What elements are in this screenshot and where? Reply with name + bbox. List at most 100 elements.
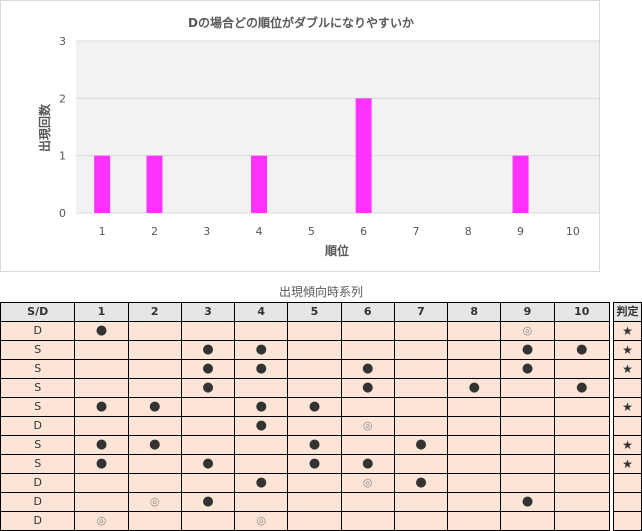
rank-cell xyxy=(127,473,182,493)
judge-row: ★ xyxy=(613,397,642,417)
x-tick-label: 8 xyxy=(465,225,472,238)
rank-cell: ◎ xyxy=(340,416,395,436)
judge-cell: ★ xyxy=(613,321,642,341)
table-row: S ● ● ● ● xyxy=(0,435,611,455)
rank-cell xyxy=(500,473,555,493)
rank-cell: ◎ xyxy=(74,511,129,531)
chart-title: Dの場合どの順位がダブルになりやすいか xyxy=(188,15,414,30)
judge-row xyxy=(613,492,642,512)
trend-table: S/D 1 2 3 4 5 6 7 8 9 10 D ● ◎ S ● ● ● ● S ● ● ● ● S ● ● ● ● S ● ● ● ● D ●… xyxy=(0,302,611,531)
rank-cell xyxy=(127,454,182,474)
judge-row: ★ xyxy=(613,321,642,341)
rank-cell: ◎ xyxy=(500,321,555,341)
rank-cell xyxy=(500,435,555,455)
rank-column-header: 8 xyxy=(447,302,502,322)
table-row: S ● ● ● ● xyxy=(0,397,611,417)
table-row: D ◎ ● ● xyxy=(0,492,611,512)
rank-cell: ● xyxy=(234,340,289,360)
rank-cell: ● xyxy=(393,435,449,455)
judge-row xyxy=(613,416,642,436)
sd-type-cell: S xyxy=(0,340,76,360)
rank-cell xyxy=(127,340,182,360)
rank-cell xyxy=(393,321,449,341)
rank-cell xyxy=(500,397,555,417)
rank-cell xyxy=(393,378,449,398)
rank-cell xyxy=(447,492,502,512)
rank-cell xyxy=(287,416,342,436)
y-tick-label: 1 xyxy=(59,150,66,163)
judge-row xyxy=(613,473,642,493)
x-tick-label: 3 xyxy=(203,225,210,238)
bar xyxy=(146,155,163,213)
rank-cell xyxy=(287,511,342,531)
rank-cell xyxy=(180,435,236,455)
rank-cell xyxy=(500,378,555,398)
rank-cell xyxy=(553,435,611,455)
judge-cell: ★ xyxy=(613,359,642,379)
rank-column-header: 7 xyxy=(393,302,449,322)
rank-cell xyxy=(393,397,449,417)
rank-cell xyxy=(393,340,449,360)
rank-cell xyxy=(287,492,342,512)
rank-cell xyxy=(287,321,342,341)
rank-column-header: 5 xyxy=(287,302,342,322)
rank-cell: ● xyxy=(287,435,342,455)
rank-cell xyxy=(74,492,129,512)
rank-cell: ◎ xyxy=(340,473,395,493)
rank-cell: ● xyxy=(127,397,182,417)
rank-cell xyxy=(340,511,395,531)
rank-column-header: 1 xyxy=(74,302,129,322)
rank-cell xyxy=(553,473,611,493)
rank-cell xyxy=(234,321,289,341)
rank-cell: ● xyxy=(74,321,129,341)
rank-cell xyxy=(340,397,395,417)
judge-cell xyxy=(613,492,642,512)
rank-cell xyxy=(393,492,449,512)
table-row: S ● ● ● ● xyxy=(0,359,611,379)
x-tick-label: 10 xyxy=(566,225,580,238)
table-caption: 出現傾向時系列 xyxy=(278,285,363,299)
rank-cell xyxy=(74,340,129,360)
judge-cell: ★ xyxy=(613,340,642,360)
rank-cell xyxy=(287,340,342,360)
sd-type-cell: S xyxy=(0,435,76,455)
table-row: D ● ◎ xyxy=(0,416,611,436)
judge-header: 判定 xyxy=(613,302,642,322)
judge-cell xyxy=(613,473,642,493)
rank-cell xyxy=(180,416,236,436)
rank-cell: ● xyxy=(180,378,236,398)
rank-cell xyxy=(393,416,449,436)
rank-cell xyxy=(447,473,502,493)
sd-type-cell: S xyxy=(0,454,76,474)
x-tick-label: 4 xyxy=(256,225,263,238)
rank-cell: ● xyxy=(180,359,236,379)
rank-cell xyxy=(74,416,129,436)
y-tick-label: 0 xyxy=(59,207,66,220)
rank-cell xyxy=(234,492,289,512)
rank-cell xyxy=(340,340,395,360)
rank-cell xyxy=(500,416,555,436)
rank-cell xyxy=(393,359,449,379)
table-row: S ● ● ● ● xyxy=(0,378,611,398)
table-row: D ● ◎ ● xyxy=(0,473,611,493)
rank-cell: ● xyxy=(340,359,395,379)
x-axis-label: 順位 xyxy=(324,243,349,258)
rank-column-header: 9 xyxy=(500,302,555,322)
rank-cell xyxy=(393,454,449,474)
table-row: S ● ● ● ● xyxy=(0,454,611,474)
judge-row: ★ xyxy=(613,454,642,474)
bar xyxy=(251,155,268,213)
rank-cell: ● xyxy=(74,435,129,455)
rank-cell xyxy=(180,473,236,493)
plot-background xyxy=(76,41,599,213)
rank-cell: ● xyxy=(180,454,236,474)
x-tick-label: 1 xyxy=(99,225,106,238)
judge-cell: ★ xyxy=(613,435,642,455)
rank-cell xyxy=(447,416,502,436)
rank-cell xyxy=(500,454,555,474)
rank-column-header: 6 xyxy=(340,302,395,322)
rank-cell xyxy=(340,435,395,455)
rank-cell xyxy=(127,378,182,398)
rank-cell: ● xyxy=(234,473,289,493)
rank-cell xyxy=(447,454,502,474)
